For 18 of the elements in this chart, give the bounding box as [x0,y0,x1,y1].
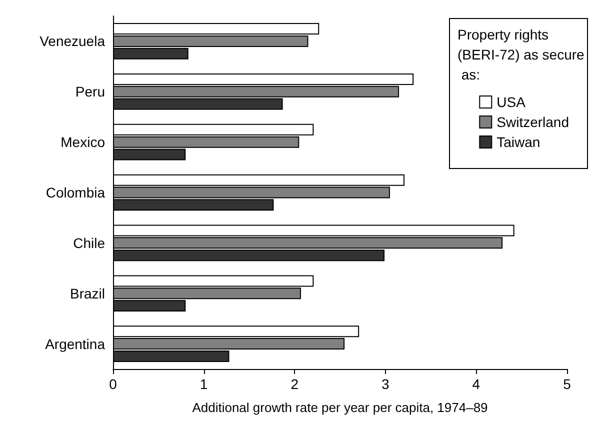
y-tick-label: Argentina [45,336,106,352]
y-tick-label: Colombia [46,184,106,200]
y-tick-label: Chile [73,234,106,251]
x-tick-label: 2 [290,376,299,392]
legend-label: Taiwan [496,134,540,150]
y-tick-label: Brazil [70,285,105,302]
y-tick-label: Peru [75,84,105,100]
legend-label: USA [496,94,526,110]
legend-title: Property rights (BERI-72) as secure as: [458,26,585,82]
x-axis-title: Additional growth rate per year per capita, 1974–89 [192,400,488,415]
x-tick-label: 1 [200,376,208,392]
legend-label: Switzerland [496,114,570,130]
x-tick-label: 4 [472,376,480,392]
x-tick-label: 5 [563,376,572,392]
x-tick-label: 3 [382,376,390,392]
y-tick-label: Venezuela [40,33,106,50]
y-tick-label: Mexico [60,134,106,150]
x-tick-label: 0 [109,376,118,392]
